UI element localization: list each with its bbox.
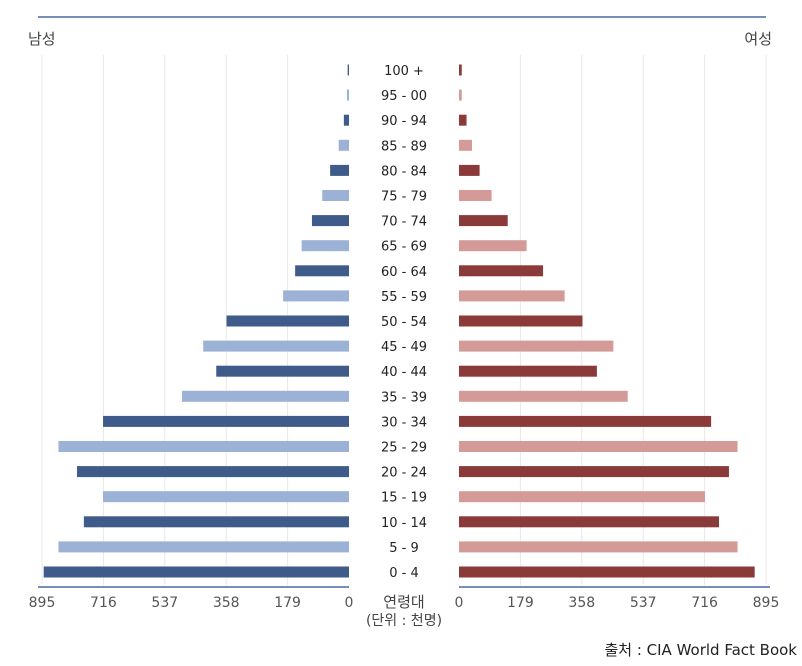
female-bar [459,265,544,277]
x-tick-label-female: 358 [568,595,595,611]
female-bar [459,64,462,76]
female-bar [459,240,527,252]
x-tick-label-male: 716 [90,595,117,611]
male-bar [343,114,349,126]
male-bar [295,265,349,277]
male-bar [347,64,349,76]
female-bar [459,541,738,553]
female-bar [459,139,473,151]
age-group-label: 50 - 54 [381,315,427,330]
male-bar [322,190,349,201]
age-group-label: 45 - 49 [381,340,427,355]
female-bar [459,415,712,427]
age-group-label: 90 - 94 [381,114,427,129]
age-group-label: 100 + [384,64,424,79]
bars [43,64,755,578]
male-bar [203,340,349,352]
male-bar [181,390,349,402]
male-bar [346,89,349,101]
female-bar [459,315,583,327]
x-tick-label-male: 179 [274,595,301,611]
age-group-label: 60 - 64 [381,265,427,280]
x-tick-label-female: 0 [455,595,464,611]
age-group-label: 15 - 19 [381,491,427,506]
age-group-label: 40 - 44 [381,365,427,380]
x-tick-label-male: 537 [151,595,178,611]
male-bar [83,516,349,528]
male-bar [226,315,349,327]
female-bar [459,441,738,452]
x-tick-label-male: 358 [213,595,240,611]
age-group-label: 30 - 34 [381,415,427,430]
female-bar [459,491,705,503]
female-bar [459,290,565,302]
age-group-label: 85 - 89 [381,139,427,154]
female-bar [459,190,492,201]
male-bar [76,466,350,478]
male-bar [330,164,349,176]
female-bar [459,89,462,101]
female-bar [459,340,614,352]
female-bar [459,390,628,402]
age-group-label: 70 - 74 [381,215,427,230]
gridlines [41,55,767,585]
female-bar [459,365,597,377]
female-bar [459,114,467,126]
female-bar [459,215,508,227]
age-group-label: 95 - 00 [381,89,427,104]
x-tick-label-male: 0 [345,595,354,611]
male-side-label: 남성 [28,30,56,48]
male-bar [58,441,349,452]
male-bar [311,215,349,227]
male-bar [103,491,350,503]
x-tick-label-female: 895 [753,595,780,611]
age-axis-header: 연령대 [383,593,424,611]
unit-note: (단위 : 천명) [366,613,442,629]
x-tick-label-female: 179 [507,595,534,611]
source-note: 출처 : CIA World Fact Book [604,641,797,659]
x-tick-label-female: 537 [630,595,657,611]
age-group-label: 55 - 59 [381,290,427,305]
age-group-label: 75 - 79 [381,190,427,205]
male-bar [43,566,349,578]
male-bar [58,541,349,553]
age-group-label: 5 - 9 [389,541,419,556]
male-bar [338,139,349,151]
x-tick-label-male: 895 [29,595,56,611]
male-bar [103,415,350,427]
age-group-label: 10 - 14 [381,516,427,531]
female-bar [459,566,755,578]
age-group-label: 20 - 24 [381,466,427,481]
age-group-labels: 100 + 95 - 00 90 - 94 85 - 89 80 - 84 75 - 79… [381,64,427,581]
male-bar [301,240,349,252]
female-bar [459,164,480,176]
age-group-label: 0 - 4 [389,566,419,581]
age-group-label: 65 - 69 [381,240,427,255]
age-group-label: 80 - 84 [381,164,427,179]
age-group-label: 25 - 29 [381,441,427,456]
male-bar [216,365,349,377]
female-bar [459,516,720,528]
female-side-label: 여성 [744,30,772,48]
x-tick-labels: 895 716 537 358 179 0 0 179 358 537 716 895 [29,595,780,611]
x-tick-label-female: 716 [691,595,718,611]
male-bar [283,290,349,302]
age-group-label: 35 - 39 [381,390,427,405]
female-bar [459,466,729,478]
